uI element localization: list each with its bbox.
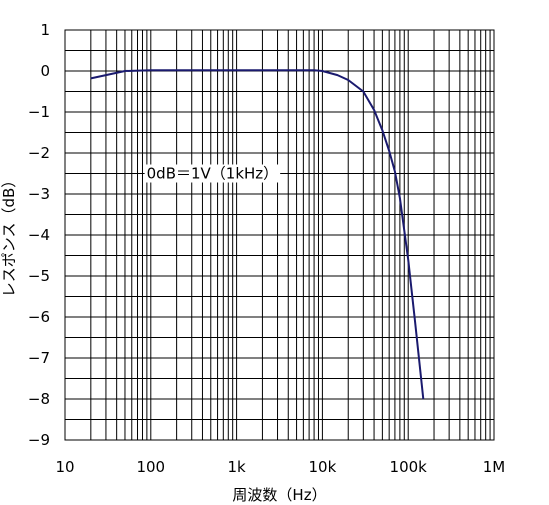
x-tick-label: 10 xyxy=(55,458,74,476)
x-tick-label: 10k xyxy=(309,458,337,476)
x-tick-label: 1k xyxy=(227,458,246,476)
y-tick-label: −1 xyxy=(28,103,50,121)
x-tick-label: 100 xyxy=(136,458,165,476)
y-axis-title: レスポンス（dB） xyxy=(0,173,18,298)
x-tick-labels: 10 100 1k 10k 100k 1M xyxy=(55,458,505,476)
x-tick-label: 1M xyxy=(483,458,506,476)
y-tick-label: −2 xyxy=(28,144,50,162)
y-tick-label: −5 xyxy=(28,267,50,285)
y-tick-label: −4 xyxy=(28,226,50,244)
plot-frame xyxy=(64,29,495,441)
y-tick-label: −3 xyxy=(28,185,50,203)
y-tick-label: −7 xyxy=(28,349,50,367)
y-tick-label: −9 xyxy=(28,431,50,449)
y-tick-label: −8 xyxy=(28,390,50,408)
grid xyxy=(64,29,494,441)
y-tick-labels: 1 0 −1 −2 −3 −4 −5 −6 −7 −8 −9 xyxy=(28,21,50,449)
series-line xyxy=(90,69,425,400)
y-tick-label: 0 xyxy=(40,62,50,80)
y-tick-label: 1 xyxy=(40,21,50,39)
x-axis-title: 周波数（Hz） xyxy=(232,486,326,504)
series-layer xyxy=(90,69,425,400)
reference-annotation: 0dB＝1V（1kHz） xyxy=(147,165,279,183)
y-tick-label: −6 xyxy=(28,308,50,326)
annotation-background xyxy=(144,164,281,183)
x-tick-label: 100k xyxy=(390,458,428,476)
